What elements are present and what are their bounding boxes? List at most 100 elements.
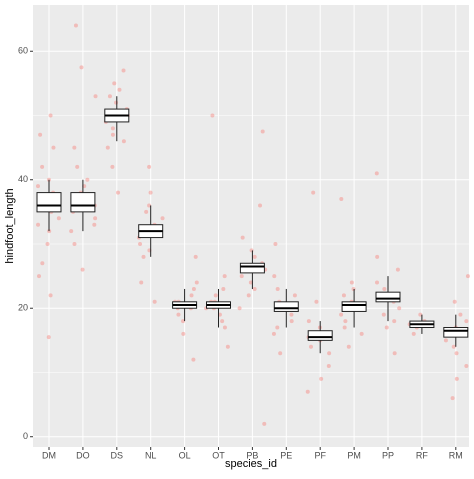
jitter-point [289, 319, 294, 324]
jitter-point [443, 338, 448, 343]
jitter-point [418, 312, 423, 317]
jitter-point [79, 65, 84, 70]
jitter-point [110, 126, 115, 131]
jitter-point [273, 241, 278, 246]
box [239, 262, 265, 274]
jitter-point [110, 164, 115, 169]
jitter-point [80, 267, 85, 272]
jitter-point [220, 319, 225, 324]
jitter-point [116, 190, 121, 195]
jitter-point [271, 331, 276, 336]
jitter-point [464, 319, 469, 324]
x-tick-label: NL [145, 450, 157, 460]
jitter-point [454, 376, 459, 381]
jitter-point [359, 331, 364, 336]
jitter-point [191, 286, 196, 291]
jitter-point [326, 364, 331, 369]
jitter-point [56, 216, 61, 221]
jitter-point [339, 197, 344, 202]
jitter-point [275, 325, 280, 330]
jitter-point [210, 113, 215, 118]
jitter-point [48, 113, 53, 118]
jitter-point [308, 344, 313, 349]
jitter-point [392, 319, 397, 324]
x-axis-title: species_id [225, 458, 277, 470]
jitter-point [110, 132, 115, 137]
x-tick-label: DO [76, 450, 90, 460]
jitter-point [160, 216, 165, 221]
jitter-point [327, 351, 332, 356]
box [36, 192, 62, 213]
jitter-point [147, 164, 152, 169]
jitter-point [240, 235, 245, 240]
jitter-point [176, 312, 181, 317]
jitter-point [72, 145, 77, 150]
jitter-point [384, 325, 389, 330]
jitter-point [36, 222, 41, 227]
jitter-point [319, 376, 324, 381]
box [70, 192, 96, 213]
jitter-point [395, 267, 400, 272]
jitter-point [148, 190, 153, 195]
jitter-point [260, 129, 265, 134]
jitter-point [194, 280, 199, 285]
jitter-point [450, 396, 455, 401]
y-axis-title: hindfoot_length [4, 188, 16, 263]
jitter-point [73, 23, 78, 28]
y-tick-label: 20 [18, 303, 28, 313]
jitter-point [45, 241, 50, 246]
jitter-point [278, 351, 283, 356]
jitter-point [341, 293, 346, 298]
jitter-point [292, 293, 297, 298]
jitter-point [144, 209, 149, 214]
jitter-point [249, 248, 254, 253]
jitter-point [451, 344, 456, 349]
box [443, 327, 469, 338]
jitter-point [93, 94, 98, 99]
jitter-point [147, 203, 152, 208]
jitter-point [92, 222, 97, 227]
jitter-point [411, 331, 416, 336]
jitter-point [40, 164, 45, 169]
box [273, 301, 299, 312]
jitter-point [464, 364, 469, 369]
x-tick-label: PP [382, 450, 394, 460]
jitter-point [138, 241, 143, 246]
jitter-point [35, 184, 40, 189]
jitter-point [121, 139, 126, 144]
x-tick-label: RM [449, 450, 463, 460]
jitter-point [141, 254, 146, 259]
jitter-point [107, 94, 112, 99]
jitter-point [314, 299, 319, 304]
jitter-point [342, 325, 347, 330]
jitter-point [452, 299, 457, 304]
jitter-point [375, 254, 380, 259]
jitter-point [193, 254, 198, 259]
jitter-point [305, 389, 310, 394]
x-tick-label: DM [42, 450, 56, 460]
jitter-point [351, 286, 356, 291]
jitter-point [72, 241, 77, 246]
jitter-point [46, 335, 51, 340]
jitter-point [48, 293, 53, 298]
y-tick-label: 40 [18, 174, 28, 184]
box [307, 330, 333, 341]
jitter-point [222, 325, 227, 330]
jitter-point [272, 274, 277, 279]
jitter-point [222, 274, 227, 279]
jitter-point [246, 293, 251, 298]
jitter-point [181, 319, 186, 324]
jitter-point [189, 293, 194, 298]
jitter-point [117, 87, 122, 92]
x-tick-label: RF [416, 450, 428, 460]
jitter-point [374, 171, 379, 176]
jitter-point [221, 286, 226, 291]
jitter-point [252, 254, 257, 259]
jitter-point [289, 312, 294, 317]
jitter-point [248, 280, 253, 285]
jitter-point [252, 286, 257, 291]
jitter-point [275, 286, 280, 291]
x-tick-label: PB [246, 450, 258, 460]
jitter-point [152, 299, 157, 304]
